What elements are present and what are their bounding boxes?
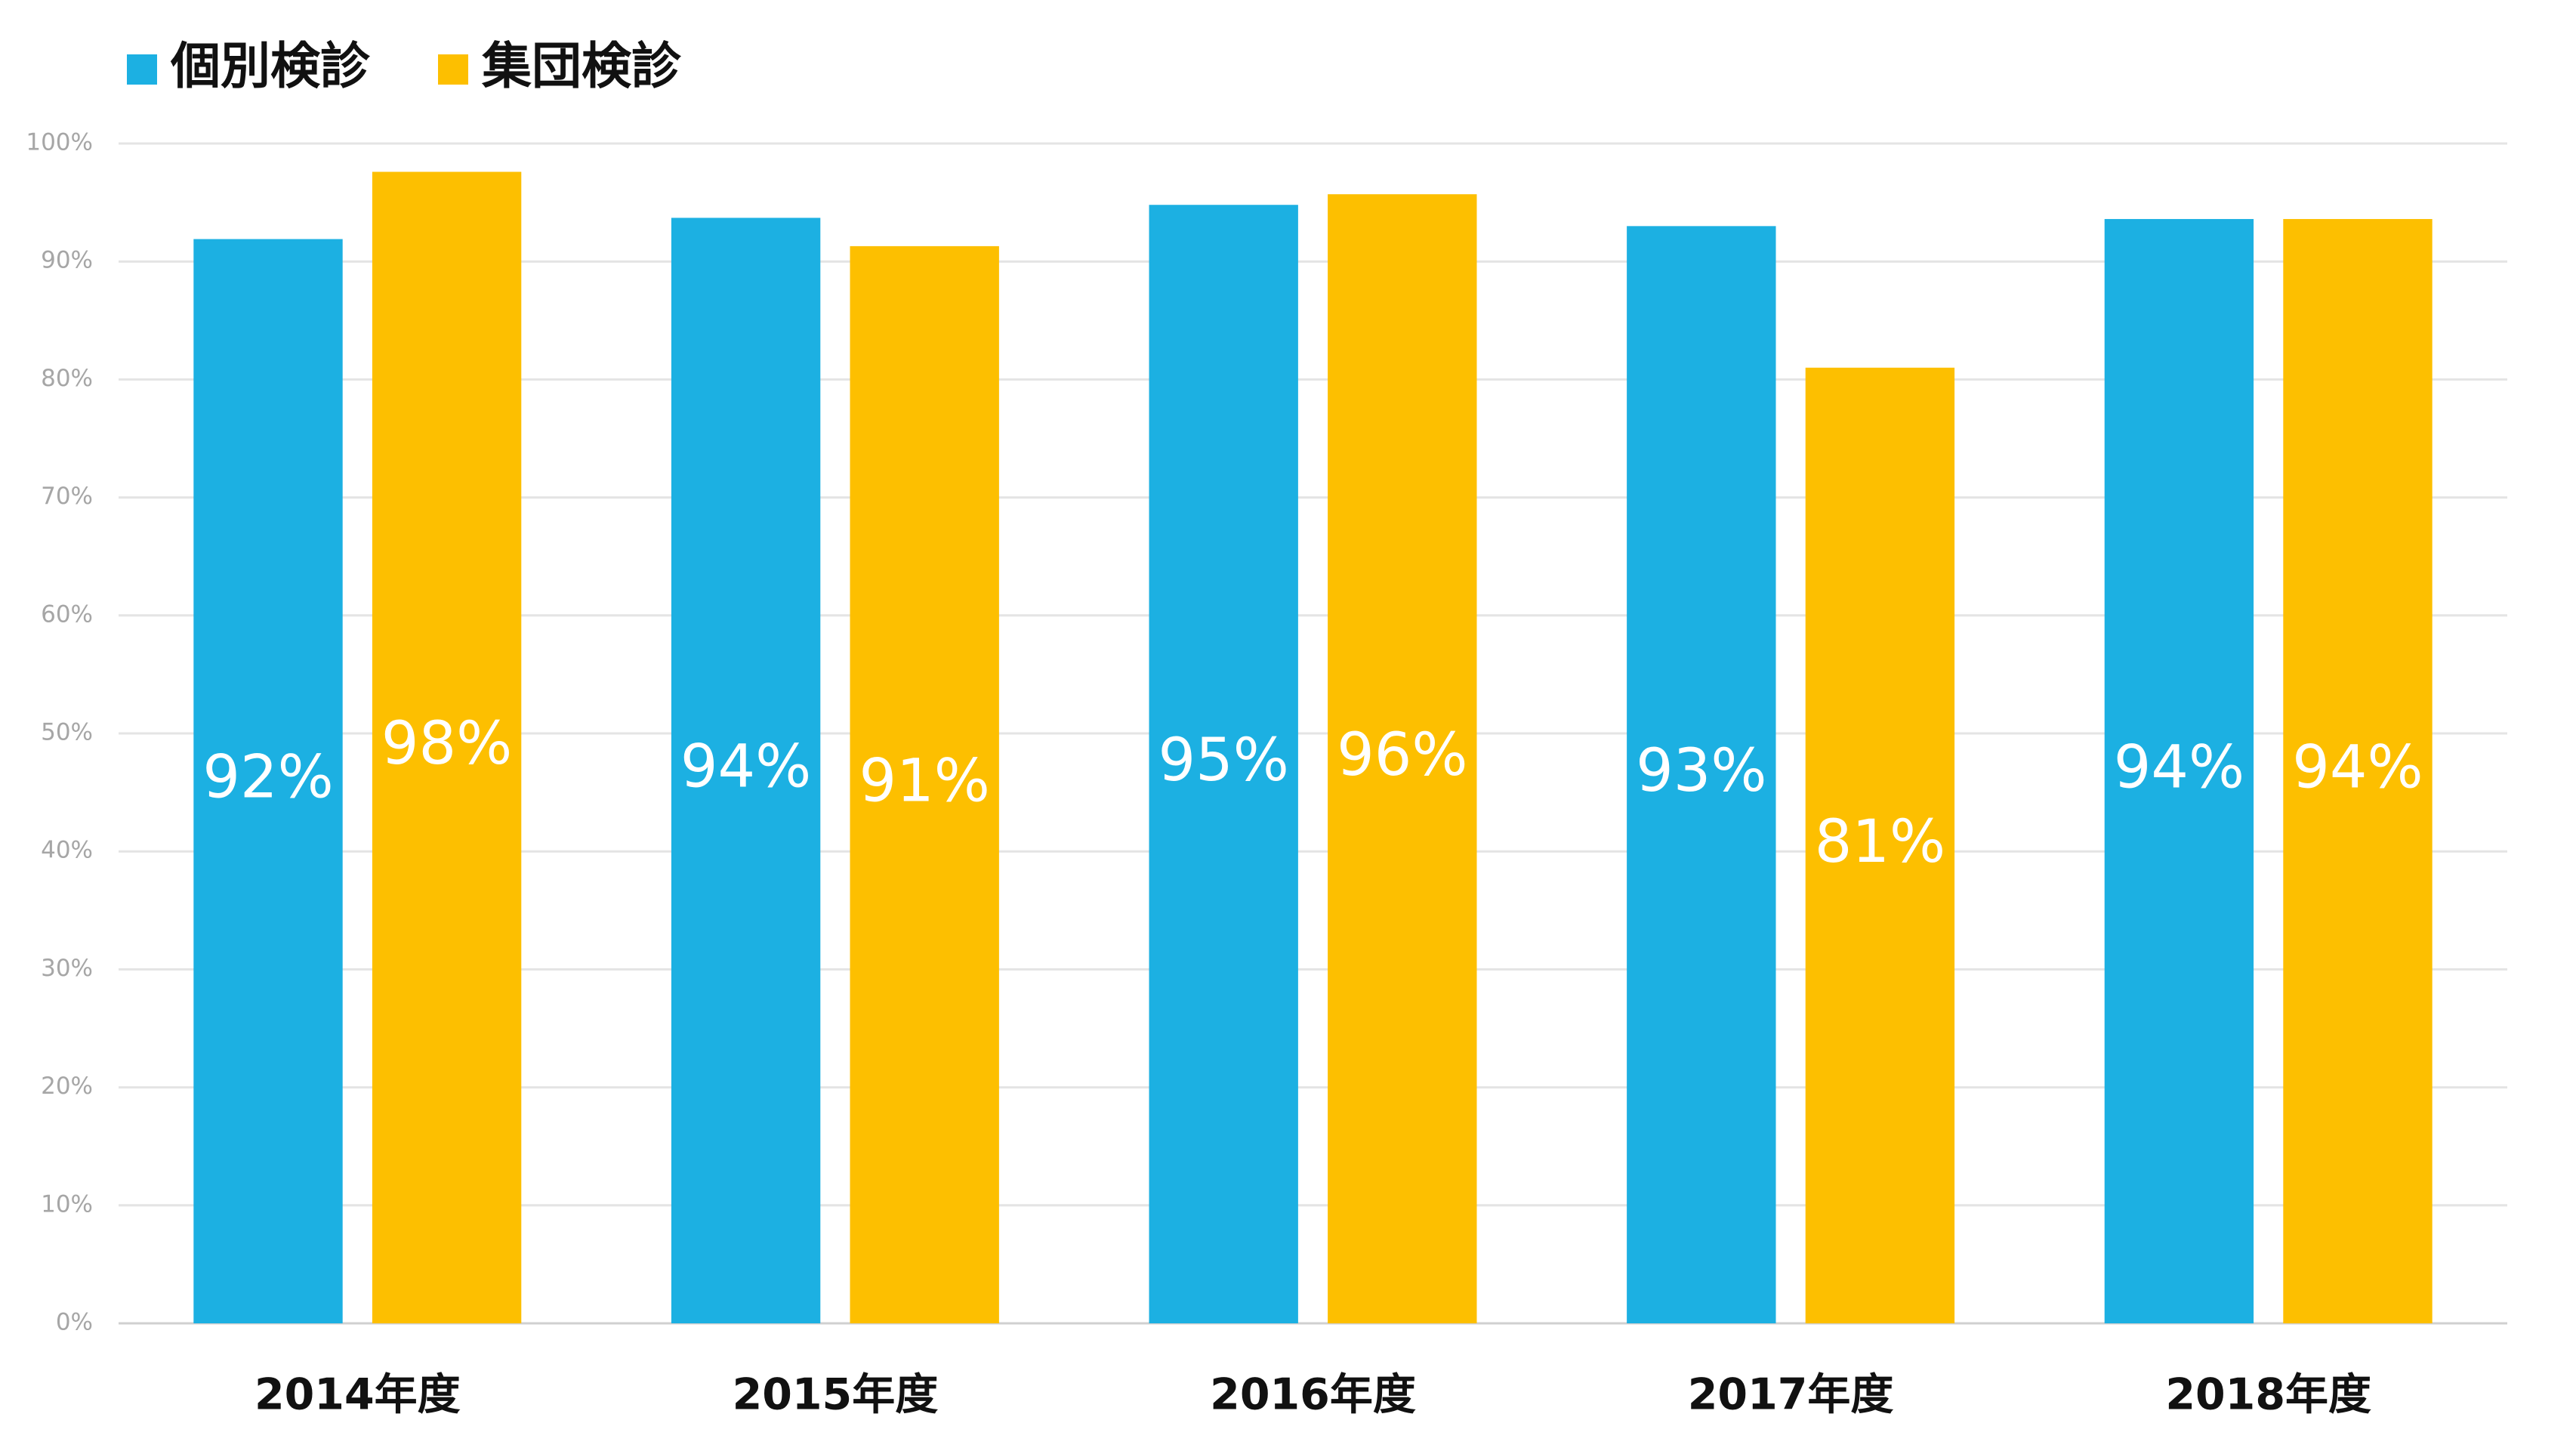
data-label: 91% bbox=[859, 747, 990, 815]
bar bbox=[193, 239, 343, 1324]
y-tick-label: 60% bbox=[41, 600, 93, 628]
legend-label: 個別検診 bbox=[170, 37, 371, 95]
y-tick-label: 50% bbox=[41, 719, 93, 746]
y-tick-label: 30% bbox=[41, 955, 93, 982]
x-tick-label: 2016年度 bbox=[1210, 1370, 1416, 1420]
x-tick-label: 2015年度 bbox=[733, 1370, 939, 1420]
x-tick-label: 2017年度 bbox=[1688, 1370, 1894, 1420]
data-label: 94% bbox=[680, 733, 811, 801]
bar bbox=[1805, 367, 1955, 1323]
bar bbox=[2104, 218, 2254, 1323]
data-label: 94% bbox=[2114, 733, 2244, 801]
y-tick-label: 20% bbox=[41, 1073, 93, 1100]
bar bbox=[1328, 194, 1477, 1323]
legend-label: 集団検診 bbox=[481, 37, 682, 95]
data-label: 92% bbox=[202, 744, 333, 812]
x-tick-label: 2018年度 bbox=[2165, 1370, 2371, 1420]
y-tick-label: 100% bbox=[26, 129, 93, 156]
bar bbox=[2283, 218, 2433, 1323]
legend-swatch bbox=[127, 54, 157, 85]
y-tick-label: 80% bbox=[41, 365, 93, 392]
data-label: 98% bbox=[381, 710, 512, 778]
y-tick-label: 40% bbox=[41, 837, 93, 864]
bar bbox=[1627, 226, 1776, 1324]
data-label: 96% bbox=[1337, 721, 1467, 789]
data-label: 93% bbox=[1636, 737, 1766, 805]
bar bbox=[671, 218, 821, 1323]
data-label: 81% bbox=[1815, 808, 1945, 876]
data-label: 95% bbox=[1158, 727, 1289, 795]
bar bbox=[372, 171, 522, 1323]
y-tick-label: 70% bbox=[41, 483, 93, 510]
y-tick-label: 90% bbox=[41, 247, 93, 274]
bar bbox=[1149, 205, 1298, 1323]
bar bbox=[850, 245, 999, 1323]
data-label: 94% bbox=[2292, 733, 2423, 801]
legend-swatch bbox=[438, 54, 468, 85]
y-tick-label: 10% bbox=[41, 1190, 93, 1218]
x-tick-label: 2014年度 bbox=[255, 1370, 461, 1420]
y-tick-label: 0% bbox=[56, 1309, 93, 1336]
